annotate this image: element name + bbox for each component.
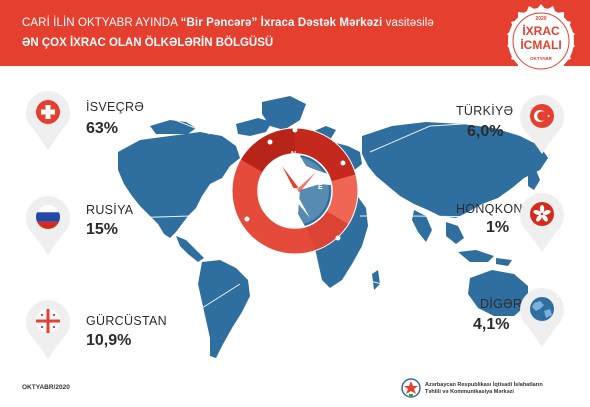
country-name: İSVEÇRƏ (86, 100, 145, 114)
country-percent: 4,1% (473, 316, 510, 333)
map-pin-icon (26, 196, 70, 255)
header-subtitle-highlight: “Bir Pəncərə” İxraca Dəstək Mərkəzi (180, 17, 383, 29)
footer-organization: Azərbaycan Respublikası İqtisadi İslahat… (425, 382, 575, 396)
map-pin-icon (26, 91, 70, 150)
badge-seal-icon (507, 4, 575, 77)
badge-month: OKTYABR (530, 56, 552, 61)
badge-year: 2020 (535, 16, 547, 22)
header-title: ƏN ÇOX İXRAC OLAN ÖLKƏLƏRİN BÖLGÜSÜ (22, 37, 274, 49)
country-percent: 6,0% (467, 123, 504, 140)
country-percent: 63% (86, 120, 119, 137)
header-subtitle-part1: CARİ İLİN OKTYABR AYINDA (22, 17, 181, 29)
world-map-area: N W E (0, 66, 590, 366)
country-name: HONQKONQ (456, 202, 533, 216)
country-name: GÜRCÜSTAN (86, 314, 167, 328)
globe-icon (520, 288, 564, 347)
badge-word2: İCMALI (520, 38, 562, 52)
footer-org-line2: Təhlili və Kommunikasiya Mərkəzi (425, 389, 514, 395)
compass-n-label: N (291, 151, 297, 158)
header-subtitle: CARİ İLİN OKTYABR AYINDA “Bir Pəncərə” İ… (22, 17, 434, 29)
badge-word1: İXRAC (522, 24, 560, 38)
country-percent: 10,9% (86, 332, 132, 349)
country-name: RUSİYA (86, 203, 134, 217)
map-pin-icon (520, 193, 564, 252)
emblem-icon (401, 378, 421, 398)
export-review-badge: 2020 İXRAC İCMALI OKTYABR (504, 4, 578, 78)
country-name: TÜRKİYƏ (456, 104, 514, 118)
header-banner: CARİ İLİN OKTYABR AYINDA “Bir Pəncərə” İ… (0, 0, 590, 66)
header-subtitle-part2: vasitəsilə (382, 17, 434, 29)
map-pin-icon (520, 95, 564, 154)
compass-w-label: W (258, 184, 265, 191)
connector-lines (94, 117, 496, 333)
compass-ring (231, 127, 359, 255)
country-percent: 15% (86, 221, 119, 238)
footer-org-line1: Azərbaycan Respublikası İqtisadi İslahat… (425, 382, 543, 388)
country-percent: 1% (486, 219, 510, 236)
footer-date: OKTYABR/2020 (22, 384, 70, 391)
country-name: DİGƏR (480, 297, 523, 311)
compass-e-label: E (318, 184, 323, 191)
map-pin-icon (26, 300, 70, 359)
